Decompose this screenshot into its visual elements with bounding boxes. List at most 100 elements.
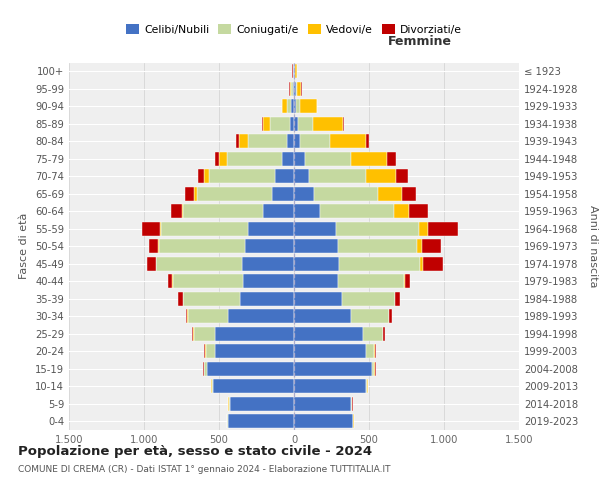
- Bar: [294, 362, 372, 376]
- Bar: [294, 187, 314, 200]
- Bar: [294, 380, 366, 393]
- Bar: [294, 117, 298, 130]
- Bar: [313, 117, 343, 130]
- Bar: [296, 100, 300, 113]
- Bar: [183, 292, 240, 306]
- Bar: [294, 327, 363, 340]
- Bar: [146, 257, 155, 270]
- Bar: [142, 222, 160, 235]
- Bar: [294, 64, 295, 78]
- Bar: [366, 170, 396, 183]
- Bar: [205, 344, 215, 358]
- Bar: [243, 274, 294, 288]
- Bar: [290, 82, 291, 96]
- Bar: [198, 170, 204, 183]
- Bar: [305, 152, 351, 166]
- Bar: [294, 134, 300, 148]
- Bar: [294, 152, 305, 166]
- Bar: [298, 117, 313, 130]
- Bar: [293, 64, 294, 78]
- Bar: [248, 222, 294, 235]
- Bar: [178, 292, 182, 306]
- Bar: [239, 134, 248, 148]
- Bar: [294, 414, 353, 428]
- Bar: [294, 100, 296, 113]
- Bar: [228, 414, 294, 428]
- Text: Femmine: Femmine: [388, 35, 452, 48]
- Bar: [227, 152, 282, 166]
- Bar: [366, 344, 374, 358]
- Bar: [372, 362, 374, 376]
- Bar: [295, 64, 296, 78]
- Bar: [227, 414, 228, 428]
- Bar: [282, 152, 294, 166]
- Bar: [248, 134, 287, 148]
- Bar: [394, 204, 409, 218]
- Bar: [149, 240, 158, 253]
- Bar: [342, 292, 395, 306]
- Bar: [219, 152, 227, 166]
- Bar: [187, 310, 228, 323]
- Bar: [301, 82, 302, 96]
- Bar: [351, 152, 387, 166]
- Bar: [296, 82, 301, 96]
- Bar: [294, 310, 351, 323]
- Legend: Celibi/Nubili, Coniugati/e, Vedovi/e, Divorziati/e: Celibi/Nubili, Coniugati/e, Vedovi/e, Di…: [122, 20, 466, 40]
- Bar: [203, 362, 204, 376]
- Bar: [320, 204, 394, 218]
- Bar: [395, 292, 400, 306]
- Bar: [158, 240, 159, 253]
- Bar: [291, 100, 294, 113]
- Bar: [183, 204, 263, 218]
- Bar: [262, 117, 263, 130]
- Text: Popolazione per età, sesso e stato civile - 2024: Popolazione per età, sesso e stato civil…: [18, 445, 372, 458]
- Bar: [209, 170, 275, 183]
- Bar: [294, 257, 339, 270]
- Bar: [263, 117, 270, 130]
- Bar: [294, 170, 309, 183]
- Bar: [405, 274, 409, 288]
- Bar: [161, 222, 248, 235]
- Bar: [215, 327, 294, 340]
- Bar: [236, 134, 239, 148]
- Bar: [396, 170, 408, 183]
- Bar: [192, 327, 193, 340]
- Bar: [366, 380, 367, 393]
- Bar: [193, 327, 215, 340]
- Bar: [363, 327, 383, 340]
- Bar: [275, 170, 294, 183]
- Bar: [427, 222, 458, 235]
- Bar: [383, 327, 385, 340]
- Bar: [215, 152, 219, 166]
- Bar: [337, 240, 417, 253]
- Bar: [343, 117, 344, 130]
- Bar: [330, 134, 366, 148]
- Bar: [387, 152, 396, 166]
- Bar: [229, 397, 294, 410]
- Bar: [402, 187, 415, 200]
- Bar: [212, 380, 213, 393]
- Bar: [263, 204, 294, 218]
- Bar: [409, 204, 428, 218]
- Bar: [404, 274, 405, 288]
- Bar: [300, 134, 330, 148]
- Bar: [419, 222, 427, 235]
- Bar: [421, 240, 441, 253]
- Bar: [168, 274, 172, 288]
- Bar: [207, 362, 294, 376]
- Text: COMUNE DI CREMA (CR) - Dati ISTAT 1° gennaio 2024 - Elaborazione TUTTITALIA.IT: COMUNE DI CREMA (CR) - Dati ISTAT 1° gen…: [18, 466, 391, 474]
- Bar: [270, 117, 290, 130]
- Bar: [185, 187, 193, 200]
- Bar: [197, 187, 271, 200]
- Y-axis label: Anni di nascita: Anni di nascita: [588, 205, 598, 288]
- Bar: [294, 222, 336, 235]
- Bar: [309, 170, 366, 183]
- Bar: [290, 117, 294, 130]
- Bar: [389, 310, 392, 323]
- Y-axis label: Fasce di età: Fasce di età: [19, 213, 29, 280]
- Bar: [294, 344, 366, 358]
- Bar: [351, 397, 352, 410]
- Bar: [339, 257, 420, 270]
- Bar: [204, 170, 209, 183]
- Bar: [228, 310, 294, 323]
